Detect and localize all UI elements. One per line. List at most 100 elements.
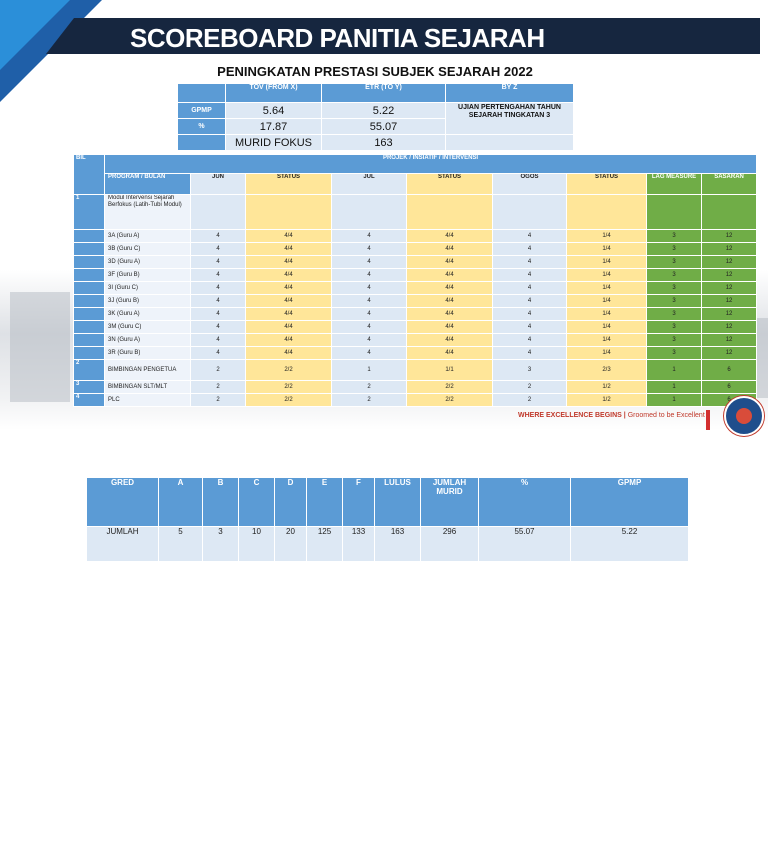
class-sasaran: 12	[700, 281, 758, 295]
program-1-status-ogos	[566, 194, 647, 230]
class-lag: 3	[646, 229, 702, 243]
class-s1: 4/4	[245, 255, 332, 269]
grade-value: 125	[306, 526, 343, 562]
table-row: 2 BIMBINGAN PENGETUA 2 2/2 1 1/1 3 2/3 1 6	[73, 359, 758, 381]
class-s1: 4/4	[245, 333, 332, 347]
class-s3: 1/4	[566, 229, 647, 243]
page-title: SCOREBOARD PANITIA SEJARAH	[130, 23, 545, 53]
col-jul: JUL	[331, 173, 407, 195]
class-s2: 4/4	[406, 307, 493, 321]
class-s3: 1/4	[566, 307, 647, 321]
class-jul: 4	[331, 333, 407, 347]
col-status-ogos: STATUS	[566, 173, 647, 195]
class-jul: 4	[331, 346, 407, 360]
summary-table: TOV (FROM X) ETR (TO Y) BY Z GPMP 5.64 5…	[177, 83, 574, 151]
class-name: 3B (Guru C)	[104, 242, 191, 256]
grade-value: 163	[374, 526, 421, 562]
class-jun: 4	[190, 320, 246, 334]
table-row: 3I (Guru C) 4 4/4 4 4/4 4 1/4 3 12	[73, 281, 758, 295]
grade-header: D	[274, 477, 307, 527]
class-lag: 3	[646, 255, 702, 269]
program-s3: 2/3	[566, 359, 647, 381]
etr-gpmp: 5.22	[321, 102, 446, 119]
class-sasaran: 12	[700, 320, 758, 334]
class-ogos: 4	[492, 307, 567, 321]
murid-fokus-label: MURID FOKUS	[225, 134, 322, 151]
grade-header: LULUS	[374, 477, 421, 527]
grade-table: GRED A B C D E F LULUS JUMLAH MURID% GPMP JUMLAH 5…	[86, 477, 689, 562]
class-lag: 3	[646, 346, 702, 360]
col-status-jun: STATUS	[245, 173, 332, 195]
class-name: 3K (Guru A)	[104, 307, 191, 321]
class-jul: 4	[331, 307, 407, 321]
program-lag: 1	[646, 393, 702, 407]
program-s2: 1/1	[406, 359, 493, 381]
program-1-ogos	[492, 194, 567, 230]
class-s1: 4/4	[245, 229, 332, 243]
class-s2: 4/4	[406, 268, 493, 282]
program-s3: 1/2	[566, 393, 647, 407]
col-status-jul: STATUS	[406, 173, 493, 195]
bil-1: 1	[73, 194, 105, 230]
grade-value: 5.22	[570, 526, 689, 562]
summary-corner	[177, 83, 226, 103]
table-row: 3M (Guru C) 4 4/4 4 4/4 4 1/4 3 12	[73, 320, 758, 334]
class-name: 3A (Guru A)	[104, 229, 191, 243]
corner-accent-light	[0, 0, 70, 70]
class-s2: 4/4	[406, 294, 493, 308]
program-name: BIMBINGAN SLT/MLT	[104, 380, 191, 394]
murid-fokus-spacer	[177, 134, 226, 151]
class-s2: 4/4	[406, 333, 493, 347]
header-etr: ETR (TO Y)	[321, 83, 446, 103]
tagline-main: WHERE EXCELLENCE BEGINS	[518, 412, 622, 419]
class-jun: 4	[190, 242, 246, 256]
program-s2: 2/2	[406, 393, 493, 407]
class-ogos: 4	[492, 255, 567, 269]
bil-empty	[73, 229, 105, 243]
bil-number: 3	[73, 380, 105, 394]
class-s1: 4/4	[245, 307, 332, 321]
bil-empty	[73, 294, 105, 308]
class-name: 3I (Guru C)	[104, 281, 191, 295]
class-s2: 4/4	[406, 281, 493, 295]
bil-empty	[73, 281, 105, 295]
background-building-left	[10, 292, 70, 402]
table-row: 3K (Guru A) 4 4/4 4 4/4 4 1/4 3 12	[73, 307, 758, 321]
program-ogos: 2	[492, 380, 567, 394]
program-lag: 1	[646, 359, 702, 381]
grade-header: E	[306, 477, 343, 527]
program-s1: 2/2	[245, 380, 332, 394]
table-row: 3 BIMBINGAN SLT/MLT 2 2/2 2 2/2 2 1/2 1 6	[73, 380, 758, 394]
school-tagline: WHERE EXCELLENCE BEGINS | Groomed to be …	[518, 412, 705, 419]
group-header: PROJEK / INSIATIF / INTERVENSI	[103, 154, 758, 174]
table-row: 3A (Guru A) 4 4/4 4 4/4 4 1/4 3 12	[73, 229, 758, 243]
class-s2: 4/4	[406, 255, 493, 269]
grade-header: JUMLAH MURID	[420, 477, 479, 527]
grade-value: 20	[274, 526, 307, 562]
class-s1: 4/4	[245, 281, 332, 295]
class-s3: 1/4	[566, 320, 647, 334]
program-name: PLC	[104, 393, 191, 407]
program-s3: 1/2	[566, 380, 647, 394]
class-jun: 4	[190, 346, 246, 360]
program-jul: 2	[331, 393, 407, 407]
class-jun: 4	[190, 229, 246, 243]
program-name: BIMBINGAN PENGETUA	[104, 359, 191, 381]
class-jul: 4	[331, 268, 407, 282]
table-row: 3D (Guru A) 4 4/4 4 4/4 4 1/4 3 12	[73, 255, 758, 269]
program-1-sasaran	[700, 194, 758, 230]
program-jun: 2	[190, 380, 246, 394]
class-jun: 4	[190, 333, 246, 347]
table-row: 3N (Guru A) 4 4/4 4 4/4 4 1/4 3 12	[73, 333, 758, 347]
etr-percent: 55.07	[321, 118, 446, 135]
tov-percent: 17.87	[225, 118, 322, 135]
grade-value: JUMLAH	[86, 526, 159, 562]
class-s3: 1/4	[566, 346, 647, 360]
col-lag-measure: LAG MEASURE	[646, 173, 702, 195]
class-jul: 4	[331, 281, 407, 295]
header-tov: TOV (FROM X)	[225, 83, 322, 103]
class-jul: 4	[331, 294, 407, 308]
class-s1: 4/4	[245, 242, 332, 256]
grade-header: B	[202, 477, 239, 527]
grade-value: 55.07	[478, 526, 571, 562]
